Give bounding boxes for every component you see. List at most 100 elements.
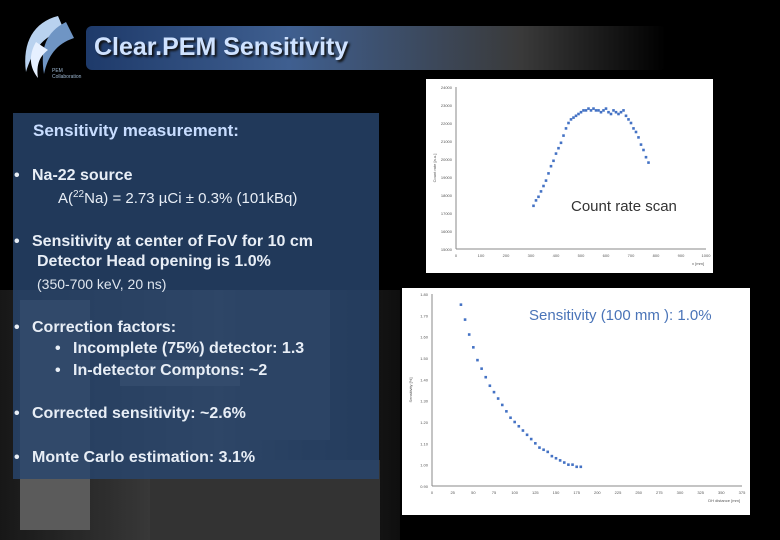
data-point — [647, 161, 650, 164]
data-point — [569, 118, 573, 121]
data-point — [644, 155, 648, 159]
data-point — [552, 159, 555, 163]
data-point — [562, 134, 565, 137]
bullet-correction: • Correction factors: — [14, 319, 177, 336]
data-point — [582, 109, 585, 112]
data-point — [632, 127, 635, 130]
data-point — [557, 146, 560, 150]
data-point — [549, 164, 553, 168]
bullet-source-activity: A(22Na) = 2.73 µCi ± 0.3% (101kBq) — [58, 189, 298, 207]
bullet-source: • Na-22 source — [14, 167, 133, 184]
y-tick-label: 1.10 — [420, 441, 429, 446]
data-point — [575, 465, 578, 469]
x-tick-label: 600 — [603, 253, 610, 258]
correction-item-comptons: • In-detector Comptons: ~2 — [55, 362, 268, 379]
sensitivity-chart: 0.90 1.00 1.10 1.20 1.30 1.40 1.50 1.60 1.70 1.80… — [402, 288, 750, 515]
bullet-corrected: • Corrected sensitivity: ~2.6% — [14, 405, 246, 422]
x-tick-label: 300 — [528, 253, 535, 258]
data-point — [492, 390, 496, 394]
data-point — [476, 358, 479, 362]
data-point — [544, 179, 548, 182]
page-title: Clear.PEM Sensitivity — [94, 33, 349, 61]
data-point — [609, 112, 613, 116]
bullet-monte-carlo: • Monte Carlo estimation: 3.1% — [14, 449, 256, 466]
data-point — [513, 420, 516, 424]
data-point — [627, 118, 630, 121]
x-tick-label: 300 — [677, 490, 684, 495]
data-point — [639, 143, 643, 146]
clearpem-logo — [14, 12, 80, 82]
correction-item-incomplete: • Incomplete (75%) detector: 1.3 — [55, 340, 305, 357]
data-point — [574, 114, 578, 118]
data-point — [617, 112, 620, 116]
data-point — [567, 121, 570, 125]
data-point — [500, 403, 504, 407]
data-point — [607, 110, 610, 114]
y-axis-label: Sensitivity [%] — [408, 378, 413, 403]
data-point — [547, 172, 550, 175]
y-tick-label: 24000 — [441, 85, 453, 90]
data-point — [579, 110, 583, 114]
x-tick-label: 25 — [450, 490, 455, 495]
data-point — [584, 109, 588, 112]
count-rate-caption: Count rate scan — [571, 198, 677, 215]
logo-caption: PEM Collaboration — [52, 68, 82, 80]
data-point — [554, 456, 558, 460]
data-point — [546, 450, 550, 454]
data-point — [459, 303, 463, 306]
data-point — [634, 130, 638, 134]
panel-heading: Sensitivity measurement: — [33, 121, 239, 140]
x-tick-label: 250 — [635, 490, 642, 495]
data-point — [571, 463, 574, 466]
data-point — [612, 109, 615, 112]
x-tick-label: 900 — [678, 253, 685, 258]
data-point — [642, 148, 645, 152]
x-tick-label: 375 — [739, 490, 746, 495]
data-point — [622, 109, 625, 112]
y-tick-label: 1.70 — [420, 313, 429, 318]
data-point — [589, 109, 593, 112]
data-point — [567, 463, 570, 466]
y-tick-label: 21000 — [441, 139, 453, 144]
text-panel — [13, 113, 379, 479]
data-point — [537, 195, 540, 199]
x-tick-label: 500 — [578, 253, 585, 258]
data-point — [529, 437, 533, 441]
energy-window-note: (350-700 keV, 20 ns) — [37, 276, 167, 292]
sensitivity-caption: Sensitivity (100 mm ): 1.0% — [529, 307, 712, 324]
x-tick-label: 225 — [615, 490, 622, 495]
data-point — [484, 375, 488, 379]
x-tick-label: 200 — [503, 253, 510, 258]
bullet-sensitivity: • Sensitivity at center of FoV for 10 cm — [14, 233, 313, 250]
x-tick-label: 1000 — [702, 253, 712, 258]
data-point — [597, 109, 600, 112]
count-rate-plot: 15000 16000 17000 18000 19000 20000 21000 22000… — [432, 85, 712, 266]
x-axis-label: DH distance [mm] — [708, 498, 740, 503]
title-bar — [86, 26, 666, 70]
data-point — [602, 109, 605, 112]
y-tick-label: 17000 — [441, 211, 453, 216]
y-tick-label: 1.00 — [420, 463, 429, 468]
data-point — [496, 397, 500, 400]
data-point — [558, 459, 562, 462]
data-point — [629, 121, 633, 125]
x-tick-label: 100 — [511, 490, 518, 495]
data-point — [517, 424, 521, 428]
x-tick-label: 200 — [594, 490, 601, 495]
data-point — [467, 333, 471, 336]
x-tick-label: 0 — [455, 253, 458, 258]
y-tick-label: 15000 — [441, 247, 453, 252]
count-rate-chart: 15000 16000 17000 18000 19000 20000 21000 22000… — [426, 79, 713, 273]
y-tick-label: 23000 — [441, 103, 453, 108]
y-tick-label: 1.30 — [420, 399, 429, 404]
data-point — [564, 127, 568, 130]
x-tick-label: 350 — [718, 490, 725, 495]
y-tick-label: 1.50 — [420, 356, 429, 361]
data-point — [532, 204, 535, 208]
data-point — [637, 136, 640, 139]
data-point — [538, 446, 541, 449]
data-point — [463, 318, 467, 321]
x-tick-label: 325 — [697, 490, 704, 495]
y-tick-label: 18000 — [441, 193, 453, 198]
x-tick-label: 175 — [573, 490, 580, 495]
